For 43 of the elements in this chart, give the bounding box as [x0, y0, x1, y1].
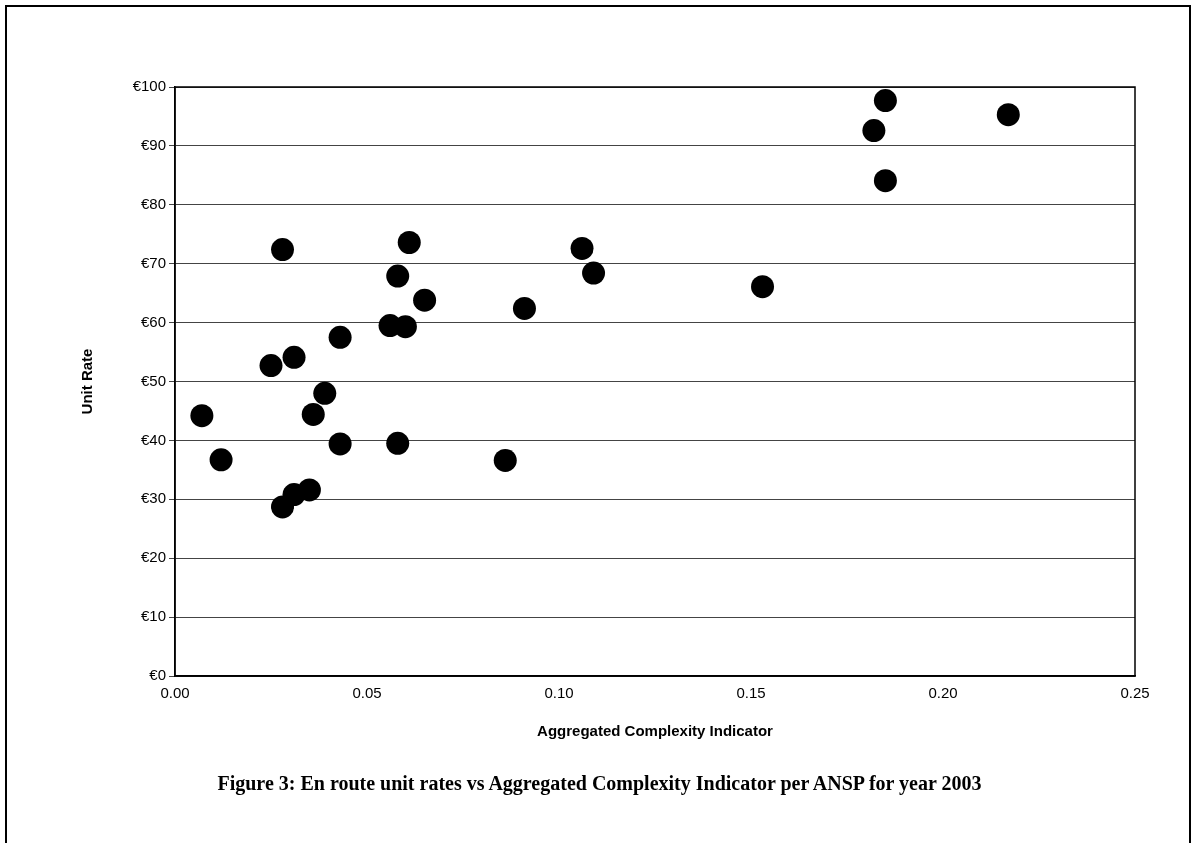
point [512, 296, 536, 320]
x-tick-label: 0.05 [352, 684, 382, 702]
y-tick-label: €60 [140, 312, 166, 330]
y-tick-label: €80 [140, 194, 166, 212]
point [190, 404, 214, 428]
point [271, 495, 295, 519]
point [413, 288, 437, 312]
point [493, 448, 517, 472]
y-tick-label: €100 [132, 77, 166, 95]
point [397, 231, 421, 254]
point [873, 169, 897, 193]
x-tick-label: 0.15 [736, 684, 766, 702]
y-tick-label: €70 [140, 253, 166, 271]
x-tick-label: 0.10 [544, 684, 574, 702]
x-tick-label: 0.20 [928, 684, 958, 702]
y-tick-label: €30 [140, 489, 166, 507]
point [301, 402, 325, 426]
x-tick-label: 0.00 [160, 684, 190, 702]
y-tick-label: €40 [140, 430, 166, 448]
point [751, 275, 775, 299]
point [996, 103, 1020, 127]
caption: Figure 3: En route unit rates vs Aggregated Complexity Indicator per ANSP for year 2003 [216, 772, 983, 795]
point [259, 354, 283, 378]
point [873, 89, 897, 113]
point [328, 432, 352, 456]
point [313, 381, 337, 405]
x-tick-label: 0.25 [1120, 684, 1150, 702]
point [582, 261, 606, 285]
point [271, 238, 295, 262]
y-tick-label: €0 [149, 666, 166, 684]
x-axis-title: Aggregated Complexity Indicator [537, 722, 774, 740]
point [209, 448, 233, 472]
y-tick-label: €90 [140, 136, 166, 154]
point [328, 325, 352, 349]
y-tick-label: €50 [140, 371, 166, 389]
point [862, 119, 886, 143]
point [282, 345, 306, 369]
point [386, 431, 410, 455]
point [386, 264, 410, 288]
y-tick-label: €10 [140, 607, 166, 625]
y-axis-title: Unit Rate [78, 348, 96, 415]
point [570, 236, 594, 260]
y-tick-label: €20 [140, 548, 166, 566]
